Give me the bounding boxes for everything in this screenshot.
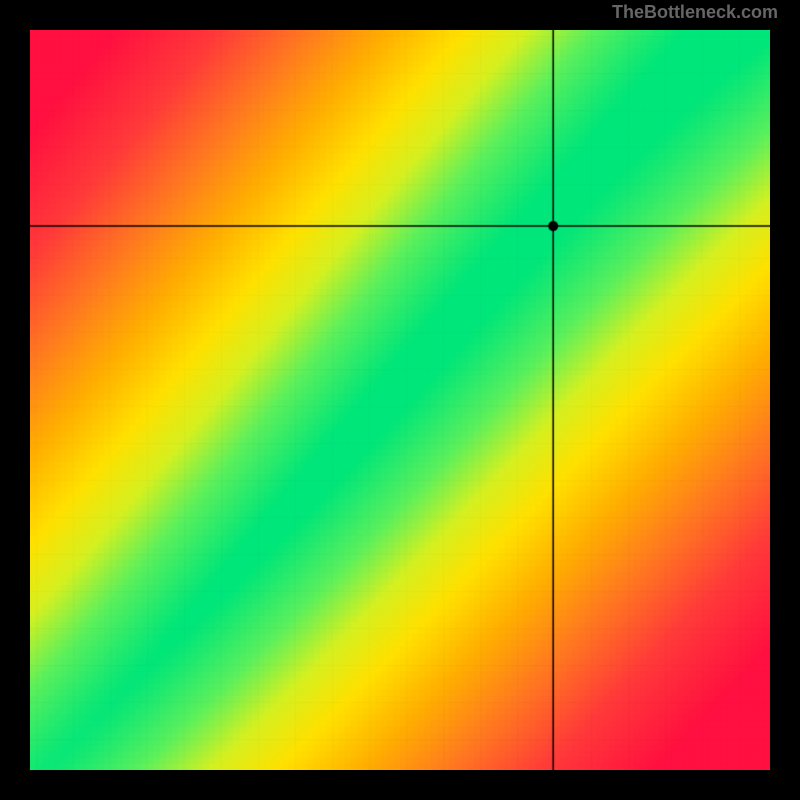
chart-container: TheBottleneck.com xyxy=(0,0,800,800)
heatmap-canvas xyxy=(30,30,770,770)
watermark: TheBottleneck.com xyxy=(612,2,778,23)
plot-area xyxy=(30,30,770,770)
